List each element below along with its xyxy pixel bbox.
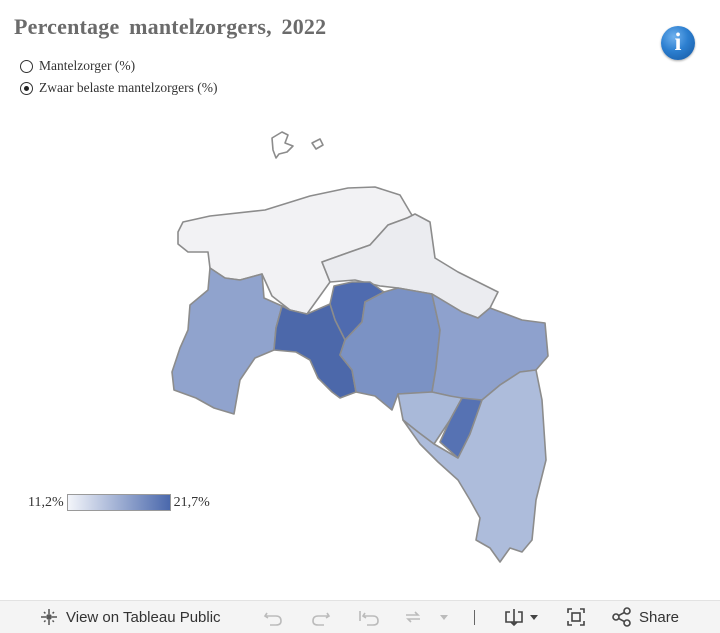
view-on-tableau-label: View on Tableau Public [66, 608, 221, 626]
map-island-1[interactable] [271, 131, 294, 159]
undo-icon [262, 607, 284, 627]
fullscreen-icon [565, 606, 587, 628]
radio-mantelzorger[interactable]: Mantelzorger (%) [20, 55, 218, 77]
download-icon [503, 606, 541, 628]
choropleth-map [171, 131, 549, 563]
color-legend: 11,2% 21,7% [28, 494, 210, 511]
pause-dropdown-icon [438, 611, 450, 623]
toolbar-divider [474, 610, 475, 625]
measure-selector: Mantelzorger (%) Zwaar belaste mantelzor… [20, 55, 218, 99]
redo-button[interactable] [310, 601, 332, 633]
legend-gradient-bar [66, 494, 171, 511]
redo-icon [310, 607, 332, 627]
legend-max-label: 21,7% [173, 494, 210, 510]
map-region-south[interactable] [402, 369, 547, 563]
fullscreen-button[interactable] [565, 601, 587, 633]
map-region-west[interactable] [171, 267, 283, 415]
page-title: Percentage mantelzorgers, 2022 [14, 14, 327, 39]
undo-button[interactable] [262, 601, 284, 633]
share-button[interactable]: Share [611, 601, 679, 633]
radio-button-unchecked[interactable] [20, 59, 33, 73]
tableau-toolbar: View on Tableau Public [0, 600, 720, 633]
refresh-button[interactable] [402, 601, 424, 633]
share-label: Share [639, 608, 680, 626]
radio-label: Zwaar belaste mantelzorgers (%) [39, 80, 218, 95]
map-island-2[interactable] [311, 138, 324, 150]
radio-zwaar-belast[interactable]: Zwaar belaste mantelzorgers (%) [20, 77, 218, 99]
download-button[interactable] [503, 601, 541, 633]
radio-button-checked[interactable] [20, 81, 33, 95]
refresh-icon [402, 607, 424, 627]
legend-min-label: 11,2% [28, 494, 64, 510]
info-icon[interactable]: i [661, 26, 695, 60]
tableau-logo-icon [38, 606, 60, 628]
share-icon [611, 606, 633, 628]
revert-icon [357, 607, 381, 627]
revert-button[interactable] [357, 601, 381, 633]
radio-label: Mantelzorger (%) [39, 58, 136, 73]
pause-dropdown-button[interactable] [438, 601, 450, 633]
view-on-tableau-button[interactable]: View on Tableau Public [38, 601, 221, 633]
